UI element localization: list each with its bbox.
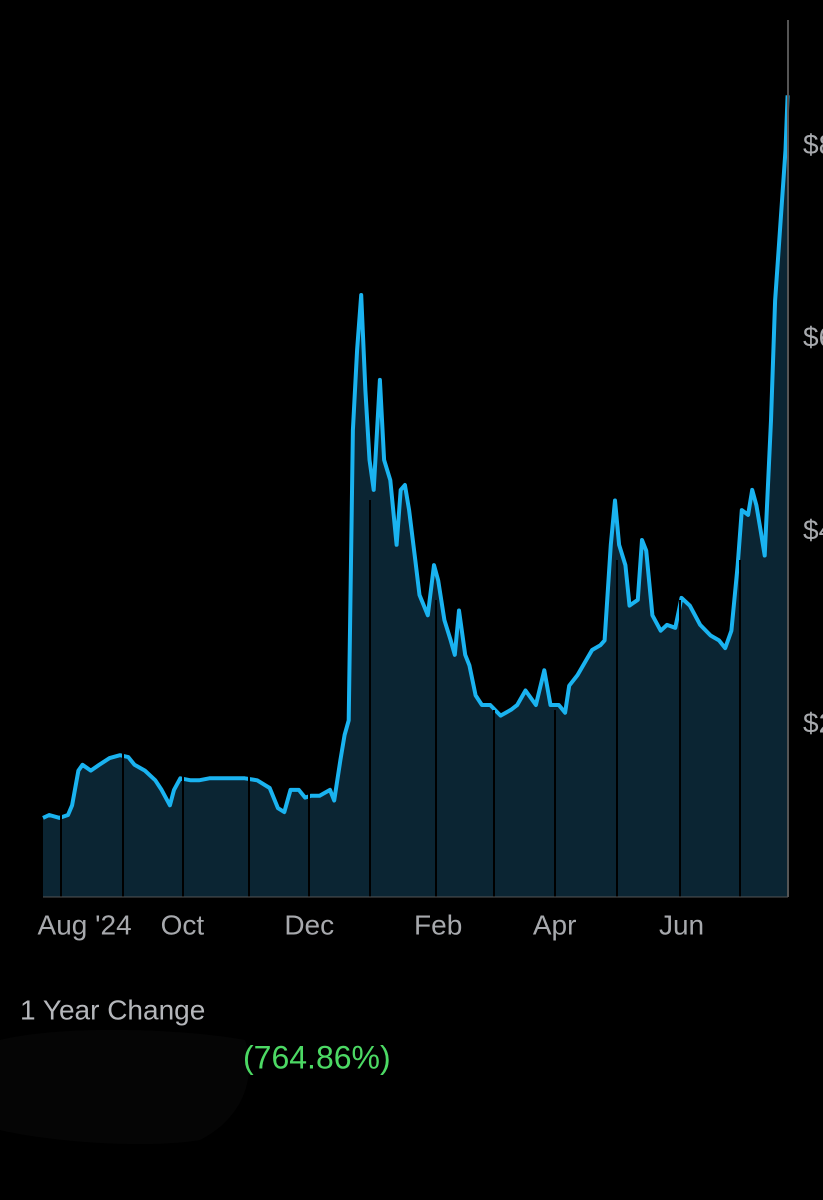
y-tick-label: $8 [803,129,823,160]
change-label: 1 Year Change [20,994,205,1025]
area [43,95,788,898]
change-value: (764.86%) [243,1039,391,1075]
redaction [0,1029,250,1145]
x-tick-label: Aug '24 [38,909,132,940]
y-tick-label: $2 [803,708,823,739]
x-tick-label: Feb [414,909,462,940]
plot [42,95,790,898]
x-tick-label: Apr [533,909,577,940]
price-line [42,95,790,820]
y-tick-label: $6 [803,322,823,353]
dividers [60,500,741,897]
x-tick-label: Oct [161,909,205,940]
x-tick-label: Jun [659,909,704,940]
x-tick-label: Dec [284,909,334,940]
y-tick-label: $4 [803,515,823,546]
